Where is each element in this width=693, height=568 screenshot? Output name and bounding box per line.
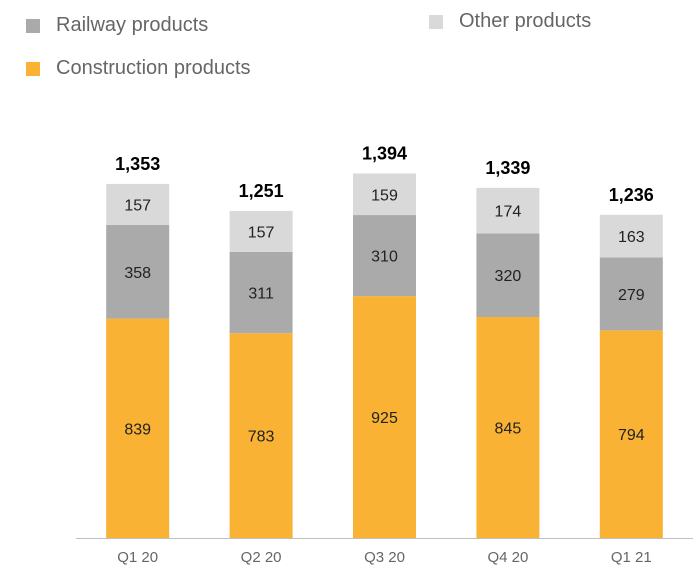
- segment-label: 311: [248, 286, 274, 303]
- segment-label: 839: [124, 421, 151, 438]
- segment-label: 925: [371, 410, 398, 427]
- bar-segment-railway: [353, 215, 416, 297]
- bar-segment-other: [229, 210, 293, 252]
- bar-segment-construction: [353, 296, 416, 538]
- bar-segment-other: [106, 183, 170, 225]
- bar-segment-construction: [476, 317, 540, 538]
- segment-label: 794: [618, 427, 645, 444]
- bar-segment-other: [599, 214, 663, 258]
- bar-segment-construction: [106, 318, 170, 538]
- segment-label: 279: [618, 287, 645, 304]
- bar-segment-construction: [229, 333, 293, 538]
- segment-label: 320: [495, 268, 522, 285]
- legend-swatch-railway: [26, 18, 40, 33]
- total-label: 1,339: [485, 158, 530, 178]
- legend-item-construction: Construction products: [26, 57, 251, 80]
- segment-label: 157: [124, 197, 151, 214]
- total-label: 1,236: [609, 185, 654, 205]
- legend-label-other: Other products: [459, 10, 592, 32]
- x-tick-label: Q1 21: [611, 549, 652, 566]
- segment-label: 845: [495, 421, 522, 438]
- bar-segment-railway: [476, 233, 540, 318]
- x-tick-label: Q4 20: [487, 549, 528, 566]
- legend-item-other: Other products: [429, 10, 591, 33]
- bar-segment-other: [353, 173, 416, 216]
- bar-segment-railway: [229, 251, 293, 334]
- total-label: 1,394: [362, 143, 407, 163]
- bar-segment-railway: [106, 224, 170, 319]
- legend-item-railway: Railway products: [26, 14, 208, 37]
- segment-label: 174: [495, 204, 522, 221]
- segment-label: 783: [248, 429, 275, 446]
- x-tick-label: Q1 20: [117, 549, 158, 566]
- bar-segment-other: [476, 187, 540, 234]
- segment-label: 163: [618, 229, 645, 246]
- bar-segment-construction: [599, 330, 663, 538]
- legend-label-railway: Railway products: [56, 14, 209, 36]
- segment-label: 159: [371, 187, 398, 204]
- bar-segment-railway: [599, 257, 663, 331]
- total-label: 1,251: [239, 181, 284, 201]
- segment-label: 310: [371, 249, 398, 266]
- legend-swatch-other: [429, 14, 443, 29]
- legend-label-construction: Construction products: [56, 57, 251, 79]
- segment-label: 157: [248, 224, 275, 241]
- segment-label: 358: [124, 265, 151, 282]
- x-tick-label: Q3 20: [364, 549, 405, 566]
- total-label: 1,353: [115, 154, 160, 174]
- legend-swatch-construction: [26, 61, 40, 76]
- x-tick-label: Q2 20: [241, 549, 282, 566]
